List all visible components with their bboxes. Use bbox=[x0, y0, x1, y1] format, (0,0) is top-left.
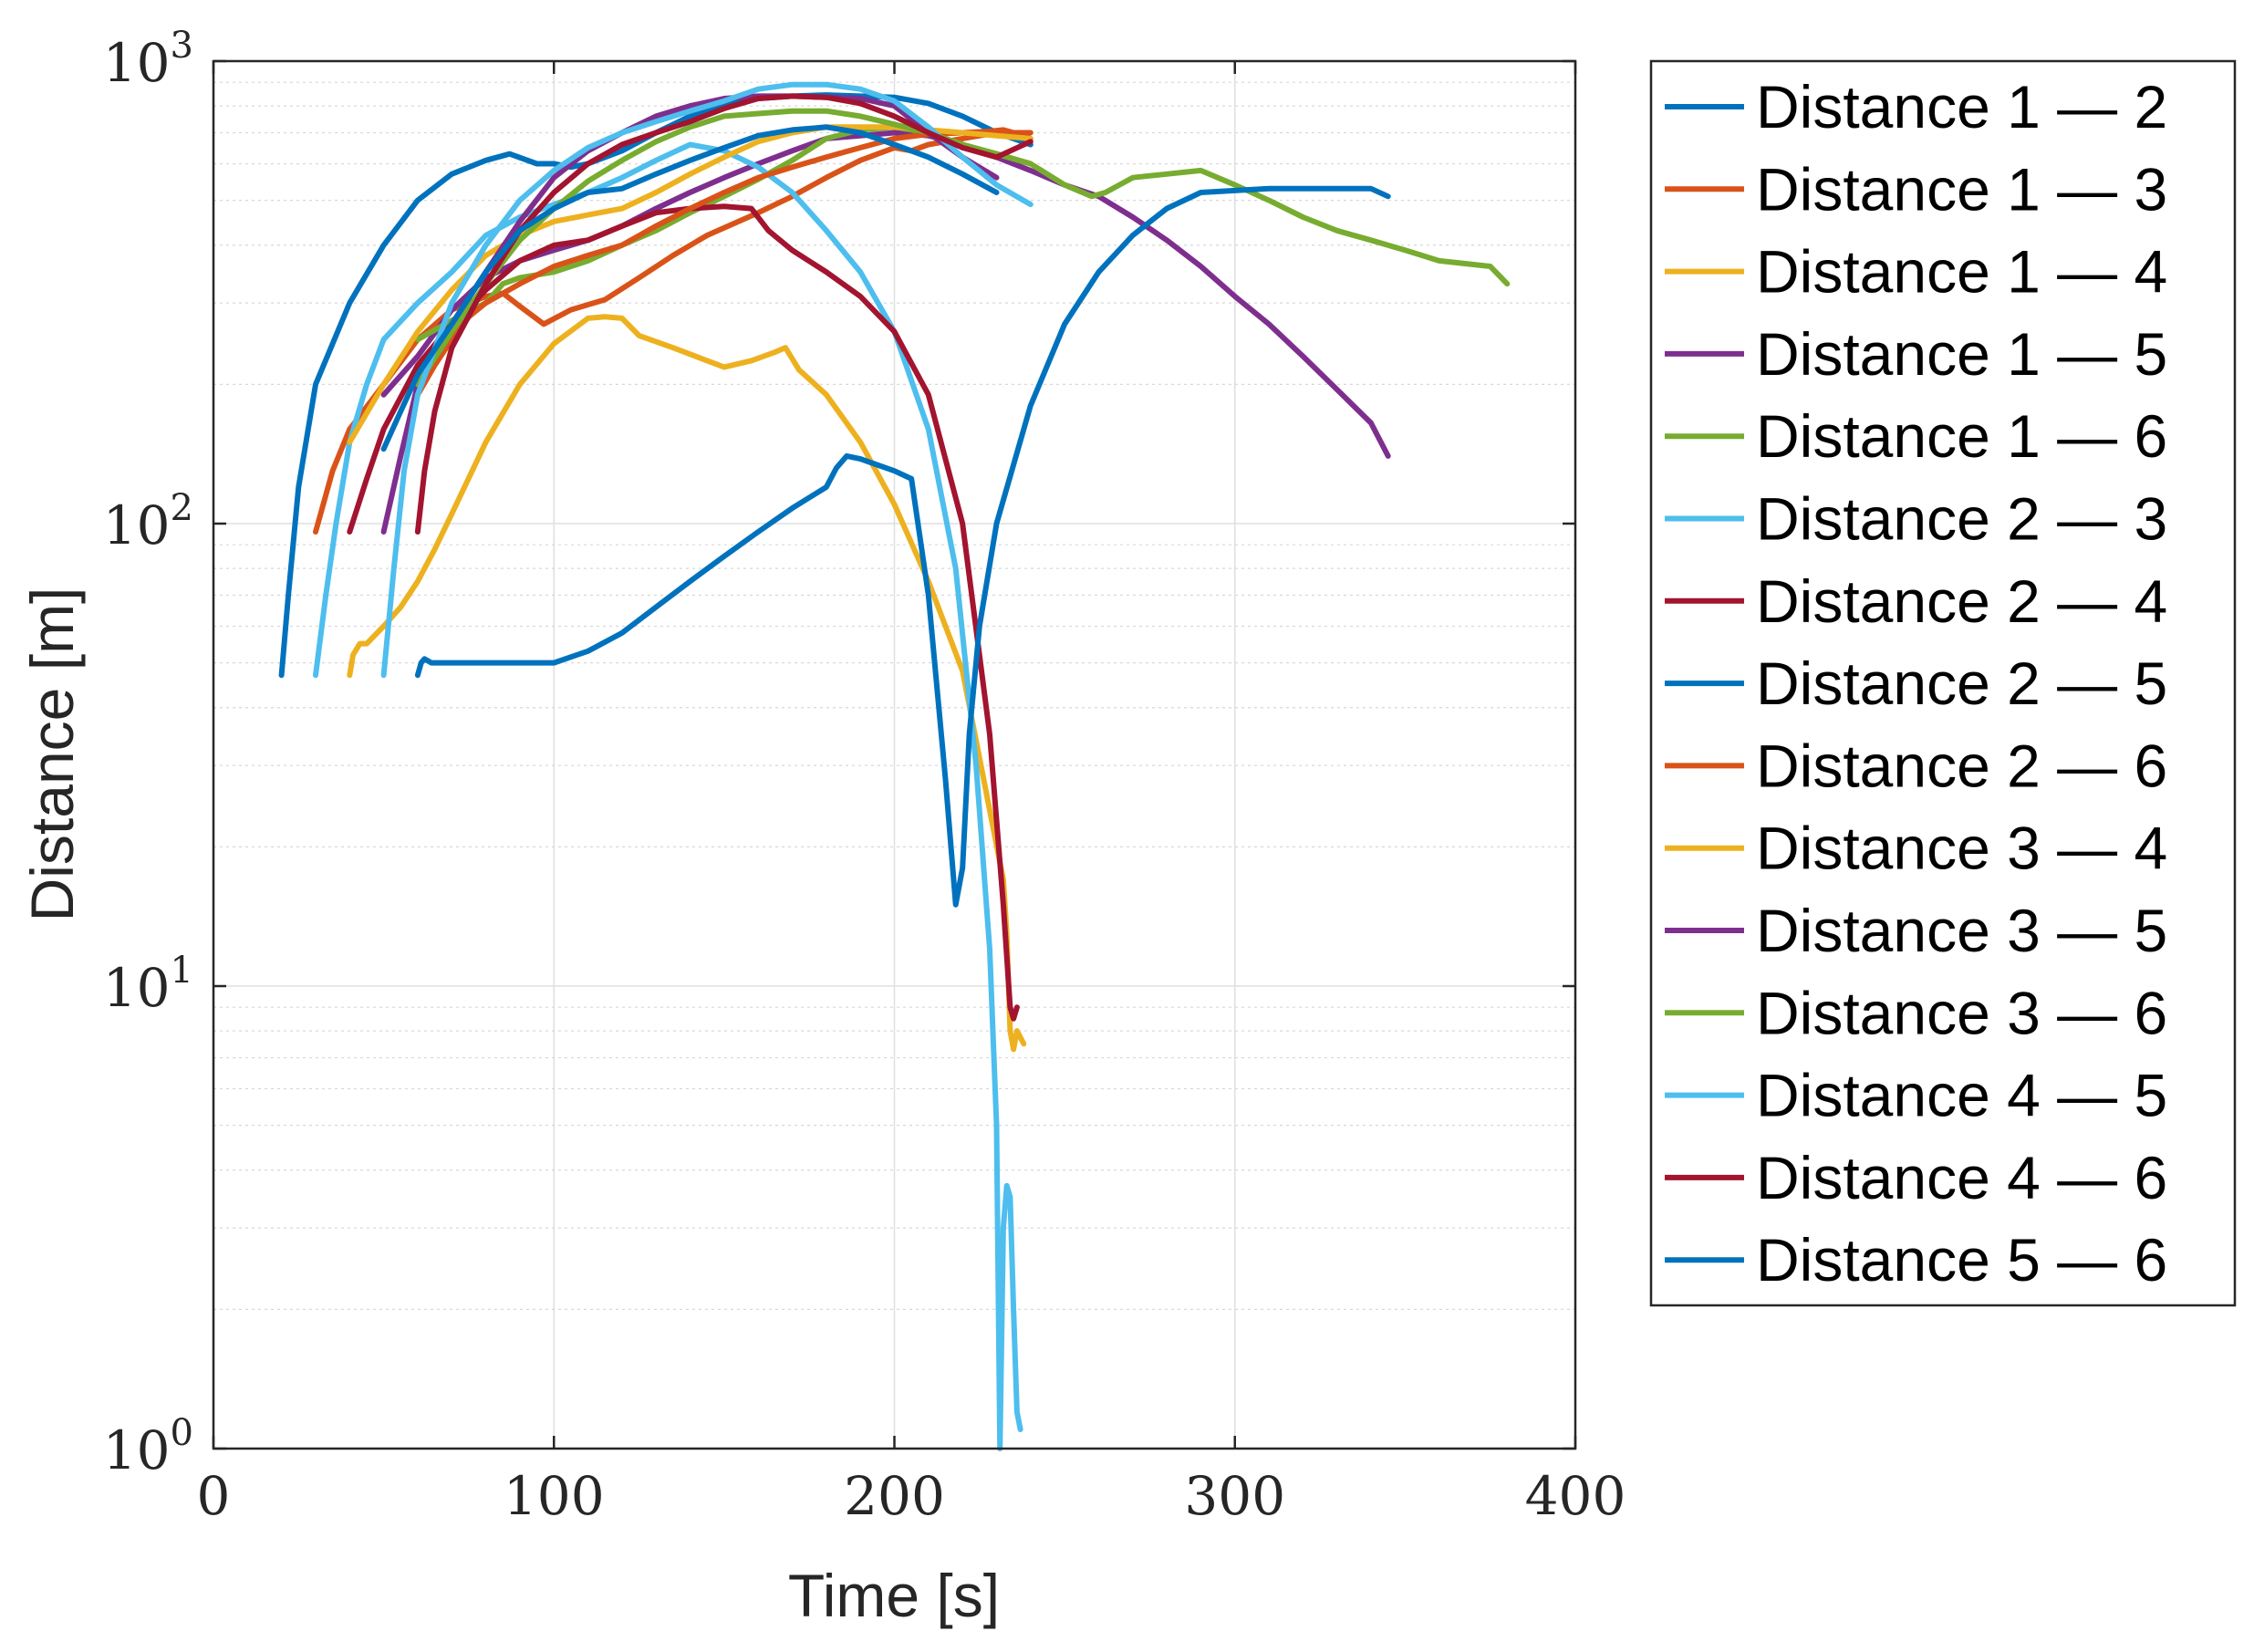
series-line-14 bbox=[414, 93, 1034, 535]
grid bbox=[213, 61, 1575, 1449]
legend-label-11: Distance 3 — 5 bbox=[1756, 897, 2167, 964]
legend-label-4: Distance 1 — 5 bbox=[1756, 320, 2167, 388]
series-line-4 bbox=[380, 130, 1391, 459]
legend-label-10: Distance 3 — 4 bbox=[1756, 815, 2167, 882]
legend: Distance 1 — 2 Distance 1 — 3 Distance 1 —… bbox=[1649, 59, 2237, 1307]
legend-label-13: Distance 4 — 5 bbox=[1756, 1062, 2167, 1129]
y-axis-label: Distance [m] bbox=[18, 587, 86, 922]
legend-label-2: Distance 1 — 3 bbox=[1756, 155, 2167, 223]
legend-label-3: Distance 1 — 4 bbox=[1756, 238, 2167, 306]
y-tick-label: 101 bbox=[103, 950, 193, 1019]
x-tick-label: 300 bbox=[1184, 1465, 1285, 1527]
y-tick-label: 103 bbox=[103, 25, 193, 94]
series-lines bbox=[278, 81, 1511, 1451]
y-tick-label: 100 bbox=[103, 1412, 193, 1481]
x-tick-label: 100 bbox=[504, 1465, 605, 1527]
y-axis-ticks: 100 101 102 103 bbox=[103, 25, 1575, 1481]
legend-label-9: Distance 2 — 6 bbox=[1756, 732, 2167, 799]
legend-label-6: Distance 2 — 3 bbox=[1756, 485, 2167, 553]
series-line-15 bbox=[380, 124, 1000, 452]
legend-label-14: Distance 4 — 6 bbox=[1756, 1144, 2167, 1211]
legend-items: Distance 1 — 2 Distance 1 — 3 Distance 1 —… bbox=[1665, 73, 2167, 1294]
y-tick-label: 102 bbox=[103, 487, 193, 556]
legend-label-5: Distance 1 — 6 bbox=[1756, 402, 2167, 470]
legend-label-15: Distance 5 — 6 bbox=[1756, 1226, 2167, 1294]
x-tick-label: 0 bbox=[197, 1465, 231, 1527]
legend-label-1: Distance 1 — 2 bbox=[1756, 73, 2167, 140]
legend-label-12: Distance 3 — 6 bbox=[1756, 979, 2167, 1046]
legend-label-7: Distance 2 — 4 bbox=[1756, 567, 2167, 635]
series-line-8 bbox=[414, 185, 1391, 908]
series-line-3 bbox=[347, 314, 1027, 1053]
legend-label-8: Distance 2 — 5 bbox=[1756, 649, 2167, 717]
x-tick-label: 400 bbox=[1525, 1465, 1626, 1527]
x-axis-ticks: 0 100 200 300 400 bbox=[197, 61, 1626, 1527]
legend-box bbox=[1649, 59, 2237, 1307]
x-tick-label: 200 bbox=[844, 1465, 945, 1527]
series-line-6 bbox=[313, 141, 1023, 1451]
x-axis-label: Time [s] bbox=[788, 1562, 1000, 1629]
